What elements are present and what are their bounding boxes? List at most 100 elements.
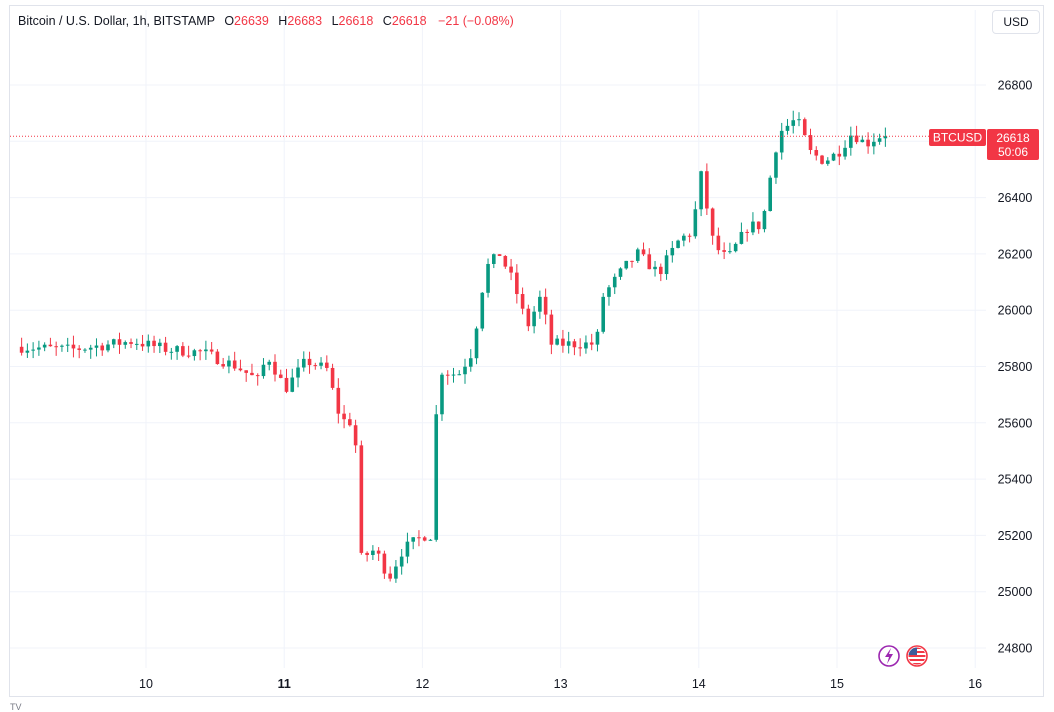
candle-body bbox=[486, 263, 490, 293]
candle-body bbox=[728, 251, 732, 253]
candle-body bbox=[497, 254, 502, 256]
candle-body bbox=[83, 349, 87, 351]
candle-body bbox=[543, 296, 548, 315]
candle-body bbox=[399, 556, 404, 567]
x-tick-label: 16 bbox=[968, 677, 982, 691]
candle-body bbox=[526, 308, 531, 327]
candle-body bbox=[365, 552, 369, 556]
x-tick-label: 15 bbox=[830, 677, 844, 691]
candle-body bbox=[676, 240, 680, 248]
candle-body bbox=[739, 231, 744, 244]
x-tick-label: 10 bbox=[139, 677, 153, 691]
candle-body bbox=[820, 155, 824, 164]
candle-body bbox=[163, 342, 168, 352]
symbol-tag: BTCUSD bbox=[929, 129, 986, 146]
candle-body bbox=[353, 425, 358, 446]
candle-body bbox=[751, 221, 755, 233]
candle-body bbox=[181, 346, 185, 356]
candle-body bbox=[273, 361, 277, 375]
candle-body bbox=[768, 177, 773, 212]
candle-body bbox=[687, 235, 692, 237]
candle-body bbox=[457, 374, 462, 376]
candle-body bbox=[330, 367, 335, 388]
lightning-icon[interactable] bbox=[878, 645, 900, 667]
y-tick-label: 26200 bbox=[998, 247, 1033, 261]
candle-body bbox=[25, 350, 30, 353]
y-tick-label: 25000 bbox=[998, 585, 1033, 599]
candle-body bbox=[88, 347, 93, 350]
candle-body bbox=[584, 342, 588, 349]
chart-legend: Bitcoin / U.S. Dollar, 1h, BITSTAMP O266… bbox=[18, 14, 514, 28]
candle-body bbox=[808, 135, 813, 151]
y-tick-label: 26800 bbox=[998, 79, 1033, 93]
candle-body bbox=[376, 550, 381, 554]
candle-body bbox=[658, 266, 663, 275]
candle-body bbox=[503, 255, 508, 267]
candle-body bbox=[278, 374, 283, 378]
candle-layer bbox=[19, 110, 888, 583]
candle-body bbox=[227, 360, 231, 367]
candle-body bbox=[641, 249, 646, 255]
candle-body bbox=[589, 342, 594, 345]
legend-close-label: C bbox=[382, 14, 392, 28]
legend-open-value: 26639 bbox=[234, 14, 269, 28]
candle-body bbox=[849, 135, 853, 148]
candle-body bbox=[635, 249, 640, 261]
legend-open-label: O bbox=[224, 14, 235, 28]
candle-body bbox=[670, 247, 675, 256]
candle-body bbox=[37, 347, 41, 350]
candle-body bbox=[653, 266, 657, 270]
candle-body bbox=[572, 341, 577, 348]
candle-body bbox=[192, 350, 197, 357]
candle-body bbox=[779, 130, 784, 153]
y-tick-label: 24800 bbox=[998, 642, 1033, 656]
candle-body bbox=[549, 314, 554, 345]
candle-body bbox=[94, 345, 99, 348]
us-flag-icon[interactable] bbox=[906, 645, 928, 667]
candle-body bbox=[31, 349, 35, 351]
candle-body bbox=[474, 328, 479, 359]
candle-body bbox=[19, 346, 24, 353]
candle-body bbox=[209, 349, 214, 352]
candle-body bbox=[198, 350, 202, 352]
candle-body bbox=[618, 268, 623, 277]
candle-body bbox=[612, 276, 617, 288]
candle-body bbox=[140, 343, 145, 347]
candle-body bbox=[342, 413, 346, 420]
candle-body bbox=[872, 141, 876, 147]
candle-body bbox=[802, 119, 807, 136]
candle-body bbox=[745, 231, 749, 233]
candle-body bbox=[186, 355, 191, 357]
candle-body bbox=[566, 341, 571, 346]
candle-body bbox=[515, 272, 519, 295]
currency-button[interactable]: USD bbox=[992, 10, 1040, 34]
candle-body bbox=[883, 136, 888, 139]
candle-body bbox=[555, 338, 559, 345]
grid-layer bbox=[10, 10, 986, 668]
candle-body bbox=[607, 287, 611, 297]
y-tick-label: 25400 bbox=[998, 473, 1033, 487]
candle-body bbox=[532, 311, 536, 327]
candle-body bbox=[359, 445, 364, 553]
candle-body bbox=[710, 208, 715, 236]
legend-title: Bitcoin / U.S. Dollar, 1h, BITSTAMP bbox=[18, 14, 215, 28]
candle-body bbox=[785, 125, 790, 131]
candle-body bbox=[774, 152, 778, 178]
legend-high-value: 26683 bbox=[287, 14, 323, 28]
candle-body bbox=[440, 374, 444, 415]
candle-body bbox=[468, 358, 473, 367]
candle-body bbox=[319, 362, 323, 366]
last-price-label: 26618 bbox=[996, 131, 1030, 145]
candle-body bbox=[463, 366, 467, 375]
candle-body bbox=[307, 358, 312, 366]
candle-body bbox=[146, 340, 151, 347]
legend-high-label: H bbox=[278, 14, 288, 28]
candle-body bbox=[791, 120, 796, 126]
candle-body bbox=[877, 138, 882, 142]
candle-body bbox=[394, 566, 398, 579]
candle-body bbox=[699, 171, 703, 210]
candle-body bbox=[814, 150, 819, 156]
candle-body bbox=[445, 374, 450, 376]
candle-body bbox=[762, 211, 767, 230]
